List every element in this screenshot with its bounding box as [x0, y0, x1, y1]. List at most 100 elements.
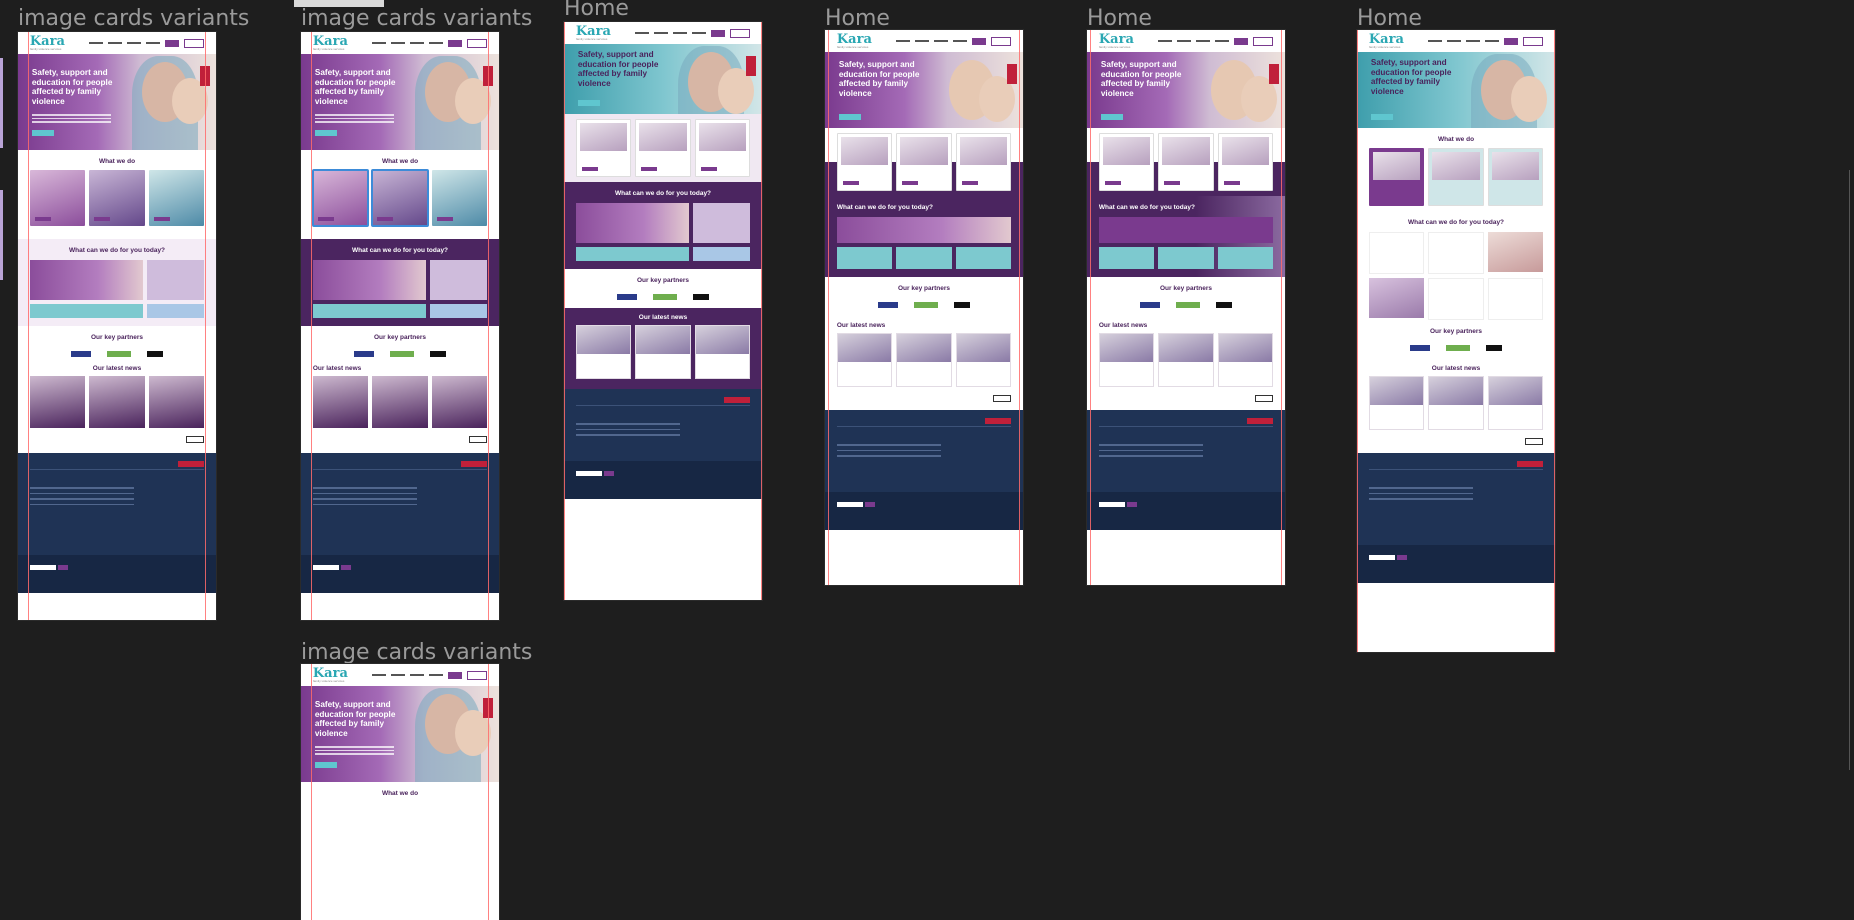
news-card[interactable] [431, 376, 488, 428]
frame-home-3[interactable]: Kara family violence services Safety, sup… [1087, 30, 1285, 585]
view-all-button[interactable] [1255, 395, 1274, 402]
hero-cta-button[interactable] [31, 130, 54, 136]
card-education[interactable] [694, 119, 751, 177]
help-card[interactable] [29, 304, 144, 318]
frame-label-2[interactable]: image cards variants [301, 6, 533, 31]
card-support[interactable] [89, 170, 145, 226]
logo[interactable]: Kara family violence services [312, 34, 348, 51]
card-education[interactable] [148, 170, 205, 226]
help-card[interactable] [1217, 247, 1274, 269]
logo[interactable]: Kara family violence services [1098, 32, 1134, 49]
card-support[interactable] [1158, 133, 1214, 191]
help-card[interactable] [693, 203, 751, 243]
quick-exit-button[interactable] [1269, 64, 1280, 84]
card-education[interactable] [1217, 133, 1274, 191]
frame-home-4[interactable]: Kara family violence services Safety, sup… [1357, 30, 1555, 652]
frame-image-cards-2[interactable]: Kara family violence services Safety, sup… [301, 32, 499, 620]
logo[interactable]: Kara family violence services [29, 34, 65, 51]
help-card[interactable] [1487, 232, 1544, 272]
hero-cta-button[interactable] [838, 114, 861, 120]
help-card[interactable] [575, 203, 690, 243]
hero-cta-button[interactable] [1370, 114, 1393, 120]
help-card[interactable] [896, 247, 952, 269]
card-education[interactable] [955, 133, 1012, 191]
card-support[interactable] [371, 169, 429, 227]
card-safety[interactable] [1098, 133, 1155, 191]
card-safety[interactable] [311, 169, 370, 227]
help-card[interactable] [575, 247, 690, 261]
help-card[interactable] [1428, 278, 1484, 320]
help-card[interactable] [836, 247, 893, 269]
news-card[interactable] [1487, 376, 1544, 430]
help-card[interactable] [312, 260, 427, 300]
logo[interactable]: Kara family violence services [836, 32, 872, 49]
frame-image-cards-1[interactable]: Kara family violence services Safety, sup… [18, 32, 216, 620]
help-card[interactable] [147, 260, 205, 300]
help-card[interactable] [1098, 247, 1155, 269]
help-card[interactable] [1487, 278, 1544, 320]
frame-image-cards-3[interactable]: Kara family violence services Safety, sup… [301, 664, 499, 920]
news-card[interactable] [694, 325, 751, 379]
news-card[interactable] [955, 333, 1012, 387]
hero-cta-button[interactable] [314, 130, 337, 136]
section-title: What can we do for you today? [614, 190, 712, 197]
frame-label-6[interactable]: Home [1357, 6, 1422, 31]
card-education[interactable] [1487, 148, 1544, 206]
logo[interactable]: Kara family violence services [575, 24, 611, 41]
frame-label-3[interactable]: Home [564, 0, 629, 21]
news-card[interactable] [372, 376, 428, 428]
logo[interactable]: Kara family violence services [312, 666, 348, 683]
news-card[interactable] [896, 333, 952, 387]
card-support[interactable] [896, 133, 952, 191]
help-card[interactable] [1158, 247, 1214, 269]
news-card[interactable] [635, 325, 691, 379]
card-safety[interactable] [575, 119, 632, 177]
logo[interactable]: Kara family violence services [1368, 32, 1404, 49]
news-card[interactable] [29, 376, 86, 428]
news-card[interactable] [1158, 333, 1214, 387]
help-card[interactable] [693, 247, 751, 261]
news-card[interactable] [1098, 333, 1155, 387]
quick-exit-button[interactable] [746, 56, 757, 76]
view-all-button[interactable] [186, 436, 205, 443]
help-card[interactable] [1368, 232, 1425, 274]
help-card[interactable] [1368, 278, 1425, 318]
help-card[interactable] [955, 247, 1012, 269]
quick-exit-button[interactable] [1007, 64, 1018, 84]
hero-cta-button[interactable] [1100, 114, 1123, 120]
frame-label-7[interactable]: image cards variants [301, 640, 533, 665]
news-card[interactable] [89, 376, 145, 428]
help-card[interactable] [1098, 217, 1274, 243]
help-card[interactable] [430, 260, 488, 300]
frame-home-1[interactable]: Kara family violence services Safety, sup… [564, 22, 762, 600]
news-card[interactable] [575, 325, 632, 379]
view-all-button[interactable] [1525, 438, 1544, 445]
card-education[interactable] [431, 170, 488, 226]
frame-label-4[interactable]: Home [825, 6, 890, 31]
frame-label-5[interactable]: Home [1087, 6, 1152, 31]
news-card[interactable] [1368, 376, 1425, 430]
help-card[interactable] [312, 304, 427, 318]
card-safety[interactable] [1368, 148, 1425, 206]
card-safety[interactable] [836, 133, 893, 191]
news-card[interactable] [312, 376, 369, 428]
news-card[interactable] [1428, 376, 1484, 430]
frame-home-2[interactable]: Kara family violence services Safety, sup… [825, 30, 1023, 585]
hero-cta-button[interactable] [577, 100, 600, 106]
canvas-scrollbar[interactable] [1849, 170, 1854, 770]
hero-cta-button[interactable] [314, 762, 337, 768]
news-card[interactable] [836, 333, 893, 387]
card-support[interactable] [635, 119, 691, 177]
news-card[interactable] [1217, 333, 1274, 387]
help-card[interactable] [430, 304, 488, 318]
card-safety[interactable] [29, 170, 86, 226]
help-card[interactable] [29, 260, 144, 300]
help-card[interactable] [1428, 232, 1484, 274]
view-all-button[interactable] [993, 395, 1012, 402]
help-card[interactable] [836, 217, 1012, 243]
news-card[interactable] [148, 376, 205, 428]
frame-label-1[interactable]: image cards variants [18, 6, 250, 31]
card-support[interactable] [1428, 148, 1484, 206]
view-all-button[interactable] [469, 436, 488, 443]
help-card[interactable] [147, 304, 205, 318]
